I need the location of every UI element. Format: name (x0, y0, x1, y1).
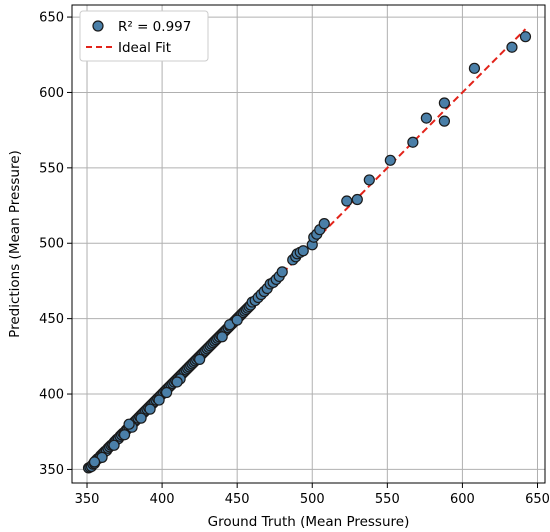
data-point (135, 412, 147, 424)
data-point (407, 136, 419, 148)
plot-frame (71, 4, 546, 484)
x-tick-label: 400 (150, 492, 175, 507)
y-axis-ticks: 350 400 450 500 550 600 650 (39, 11, 72, 478)
legend-box (79, 10, 209, 62)
data-point (363, 174, 375, 186)
x-tick-label: 600 (450, 492, 475, 507)
data-point (438, 115, 450, 127)
y-tick-label: 500 (39, 237, 64, 252)
data-point (318, 218, 330, 230)
data-point (438, 97, 450, 109)
data-point (276, 266, 288, 278)
data-point (161, 386, 173, 399)
y-tick-label: 600 (39, 86, 64, 101)
legend-label-scatter: R² = 0.997 (118, 19, 191, 35)
legend-scatter-marker (92, 20, 104, 32)
y-tick-label: 350 (39, 463, 64, 478)
x-tick-label: 500 (300, 492, 325, 507)
data-point (144, 403, 156, 415)
x-tick-label: 550 (375, 492, 400, 507)
data-point (194, 353, 206, 365)
data-point (88, 456, 101, 468)
data-point (519, 31, 532, 43)
data-point (420, 112, 432, 124)
data-point (123, 418, 135, 430)
data-point (351, 193, 363, 206)
x-axis-ticks: 350 400 450 500 550 600 650 (75, 483, 550, 507)
scatter-points (82, 31, 532, 474)
grid-lines (72, 5, 545, 483)
data-point (297, 245, 309, 257)
data-point (153, 394, 165, 406)
y-tick-label: 550 (39, 161, 64, 176)
legend-label-ideal-fit: Ideal Fit (118, 40, 171, 56)
y-tick-label: 650 (39, 11, 64, 26)
x-tick-label: 350 (75, 492, 100, 507)
data-point (468, 62, 481, 74)
y-tick-label: 400 (39, 388, 64, 403)
x-axis-label: Ground Truth (Mean Pressure) (208, 514, 410, 530)
data-point (341, 195, 353, 207)
x-tick-label: 650 (525, 492, 550, 507)
legend: R² = 0.997 Ideal Fit (79, 10, 209, 62)
data-point (231, 314, 243, 326)
data-point (384, 154, 396, 166)
data-point (506, 41, 518, 53)
y-axis-label: Predictions (Mean Pressure) (7, 150, 23, 338)
data-point (118, 429, 131, 441)
y-tick-label: 450 (39, 312, 64, 327)
data-point (108, 439, 120, 451)
data-point (216, 331, 228, 343)
x-tick-label: 450 (225, 492, 250, 507)
data-point (171, 376, 183, 388)
